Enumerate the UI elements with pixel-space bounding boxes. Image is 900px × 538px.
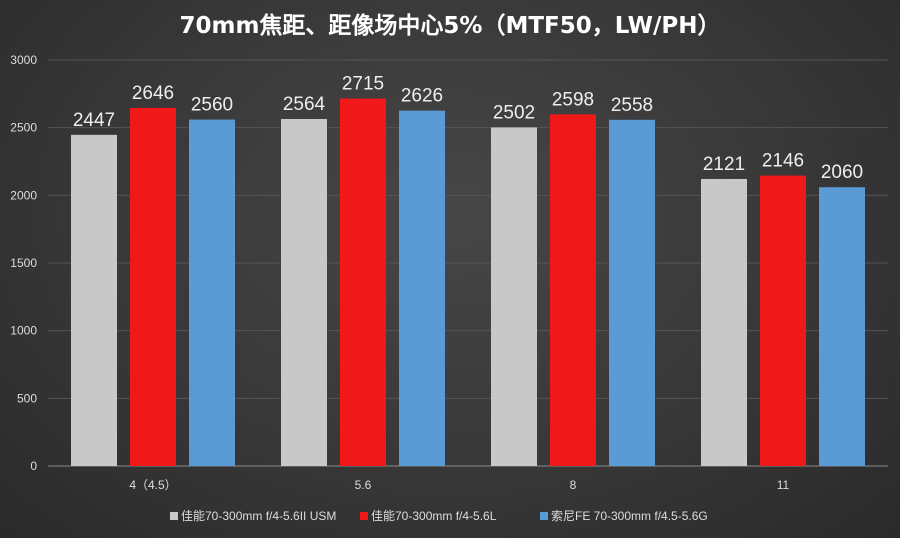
y-tick-label: 3000 [10,53,37,67]
bar [760,175,806,467]
legend-label: 索尼FE 70-300mm f/4.5-5.6G [551,509,708,523]
data-label: 2146 [762,151,804,172]
bar [71,134,117,466]
y-tick-label: 500 [17,391,37,405]
bar [399,110,445,466]
bar [340,98,386,466]
bar [491,127,537,467]
bar [819,187,865,467]
legend-swatch [170,512,178,520]
data-label: 2564 [283,94,326,115]
data-label: 2626 [401,86,443,107]
data-label: 2646 [132,83,174,104]
data-label: 2558 [611,95,653,116]
data-label: 2447 [73,110,115,131]
data-label: 2121 [703,154,745,175]
data-label: 2598 [552,89,594,110]
y-tick-label: 1500 [10,256,37,270]
legend-swatch [360,512,368,520]
bar [701,178,747,466]
legend-swatch [540,512,548,520]
chart-title: 70mm焦距、距像场中心5%（MTF50，LW/PH） [179,13,721,39]
legend-label: 佳能70-300mm f/4-5.6L [371,509,497,523]
x-tick-label: 4（4.5） [129,478,176,492]
x-tick-label: 5.6 [355,478,372,492]
data-label: 2502 [493,102,535,123]
data-label: 2715 [342,74,384,95]
bar [281,119,327,466]
data-label: 2060 [821,162,863,183]
legend-label: 佳能70-300mm f/4-5.6II USM [181,509,336,523]
y-tick-label: 2000 [10,188,37,202]
y-tick-label: 1000 [10,324,37,338]
x-tick-label: 11 [777,478,790,492]
data-label: 2560 [191,95,233,116]
bar [189,119,235,467]
y-tick-label: 2500 [10,121,37,135]
bar [130,107,176,467]
bar [550,114,596,467]
bar [609,119,655,467]
y-tick-label: 0 [30,459,37,473]
x-tick-label: 8 [570,478,577,492]
